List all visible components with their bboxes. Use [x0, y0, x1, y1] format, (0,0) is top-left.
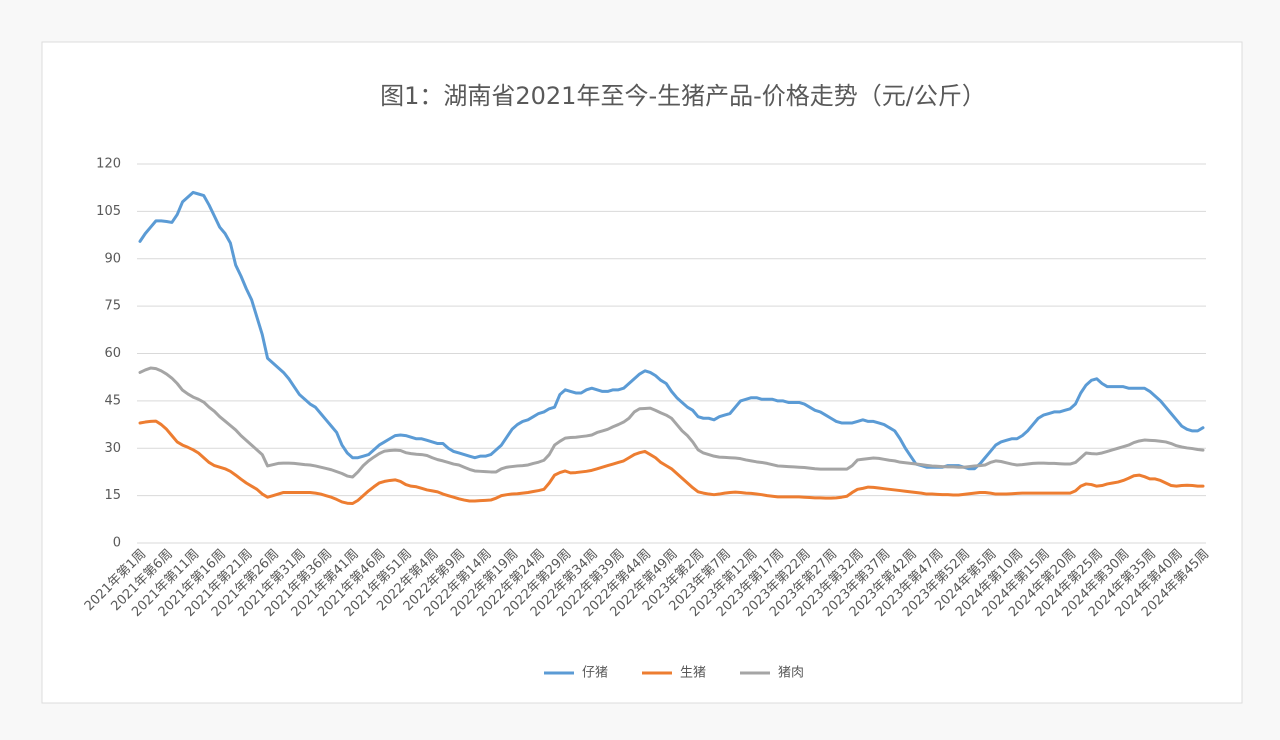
y-tick-label: 60 [104, 346, 121, 361]
y-tick-label: 90 [104, 251, 121, 266]
y-tick-label: 75 [104, 299, 121, 314]
y-tick-label: 30 [104, 441, 121, 456]
legend-label: 生猪 [680, 666, 706, 681]
series-line [138, 366, 1205, 479]
y-tick-label: 105 [96, 204, 121, 219]
y-tick-label: 120 [96, 157, 121, 172]
y-tick-label: 15 [104, 488, 121, 503]
series-line [138, 419, 1205, 506]
legend-label: 仔猪 [582, 666, 608, 681]
chart-title: 图1：湖南省2021年至今-生猪产品-价格走势（元/公斤） [380, 82, 986, 110]
legend-label: 猪肉 [778, 666, 804, 681]
series-line [138, 190, 1205, 471]
y-tick-label: 0 [113, 536, 121, 551]
y-tick-label: 45 [104, 393, 121, 408]
